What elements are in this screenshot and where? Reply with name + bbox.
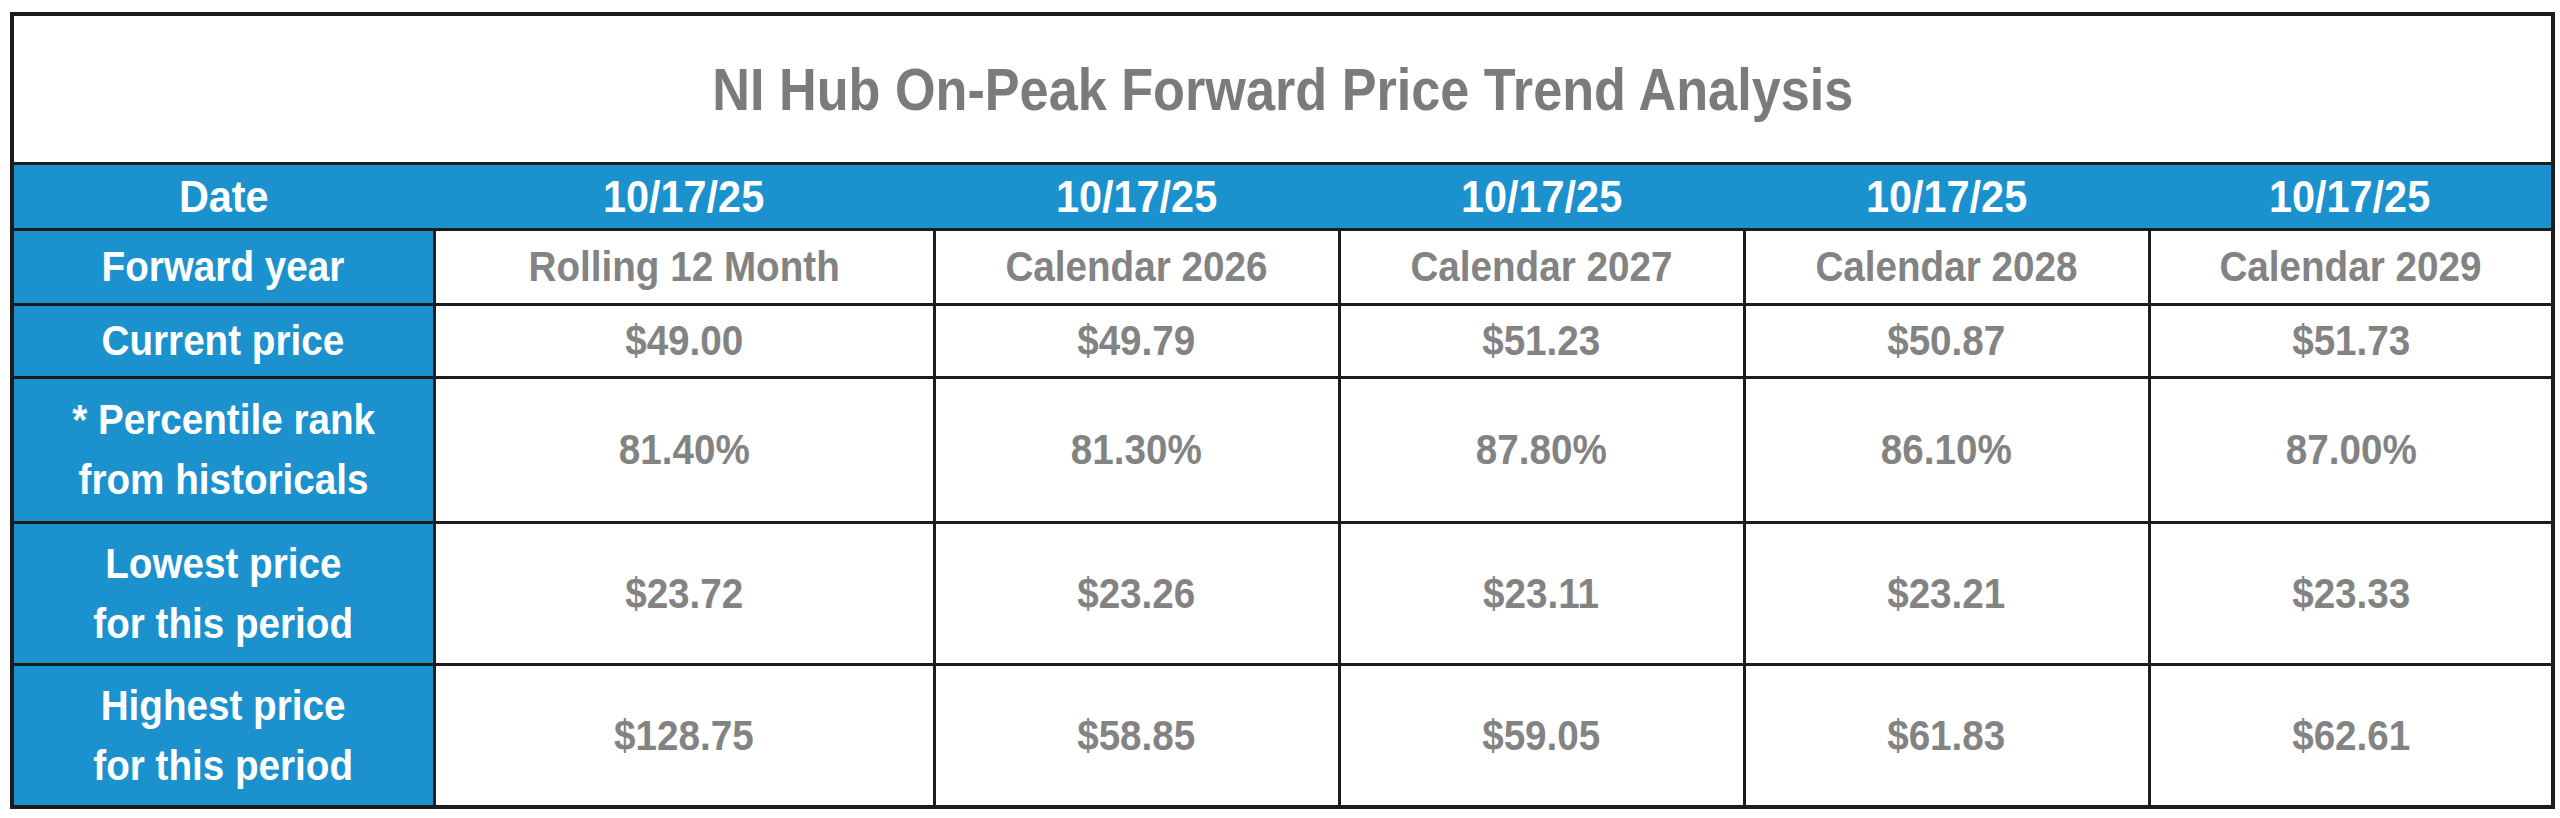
percentile-rank-calendar-2028: 86.10% [1744,378,2149,523]
lowest-price-rolling-12-month: $23.72 [434,523,934,665]
date-row-label: Date [12,164,434,230]
highest-price-calendar-2027: $59.05 [1339,665,1744,808]
forward-year-rolling-12-month: Rolling 12 Month [434,230,934,305]
lowest-price-calendar-2026: $23.26 [934,523,1339,665]
page-title-text: NI Hub On-Peak Forward Price Trend Analy… [712,55,1853,124]
date-cell-rolling-12-month: 10/17/25 [434,164,934,230]
lowest-price-row: Lowest price for this period $23.72 $23.… [12,523,2553,665]
report-canvas: NI Hub On-Peak Forward Price Trend Analy… [0,0,2560,818]
current-price-calendar-2029: $51.73 [2149,305,2553,378]
lowest-price-calendar-2028: $23.21 [1744,523,2149,665]
row-label-lowest-price: Lowest price for this period [12,523,434,665]
forward-year-row: Forward year Rolling 12 Month Calendar 2… [12,230,2553,305]
row-label-highest-price: Highest price for this period [12,665,434,808]
row-label-forward-year: Forward year [12,230,434,305]
percentile-rank-row: * Percentile rank from historicals 81.40… [12,378,2553,523]
row-label-current-price: Current price [12,305,434,378]
current-price-row: Current price $49.00 $49.79 $51.23 $50.8… [12,305,2553,378]
highest-price-calendar-2028: $61.83 [1744,665,2149,808]
current-price-calendar-2026: $49.79 [934,305,1339,378]
percentile-rank-calendar-2026: 81.30% [934,378,1339,523]
date-cell-calendar-2028: 10/17/25 [1744,164,2149,230]
date-header-row: Date 10/17/25 10/17/25 10/17/25 10/17/25… [12,164,2553,230]
highest-price-calendar-2026: $58.85 [934,665,1339,808]
lowest-price-calendar-2027: $23.11 [1339,523,1744,665]
forward-price-table: NI Hub On-Peak Forward Price Trend Analy… [10,12,2555,809]
current-price-rolling-12-month: $49.00 [434,305,934,378]
highest-price-rolling-12-month: $128.75 [434,665,934,808]
date-cell-calendar-2027: 10/17/25 [1339,164,1744,230]
row-label-percentile-rank: * Percentile rank from historicals [12,378,434,523]
date-cell-calendar-2026: 10/17/25 [934,164,1339,230]
forward-year-calendar-2029: Calendar 2029 [2149,230,2553,305]
lowest-price-calendar-2029: $23.33 [2149,523,2553,665]
title-row: NI Hub On-Peak Forward Price Trend Analy… [12,14,2553,164]
date-cell-calendar-2029: 10/17/25 [2149,164,2553,230]
percentile-rank-calendar-2027: 87.80% [1339,378,1744,523]
current-price-calendar-2027: $51.23 [1339,305,1744,378]
forward-year-calendar-2026: Calendar 2026 [934,230,1339,305]
forward-year-calendar-2027: Calendar 2027 [1339,230,1744,305]
percentile-rank-rolling-12-month: 81.40% [434,378,934,523]
page-title: NI Hub On-Peak Forward Price Trend Analy… [12,14,2553,164]
highest-price-calendar-2029: $62.61 [2149,665,2553,808]
percentile-rank-calendar-2029: 87.00% [2149,378,2553,523]
forward-year-calendar-2028: Calendar 2028 [1744,230,2149,305]
current-price-calendar-2028: $50.87 [1744,305,2149,378]
highest-price-row: Highest price for this period $128.75 $5… [12,665,2553,808]
